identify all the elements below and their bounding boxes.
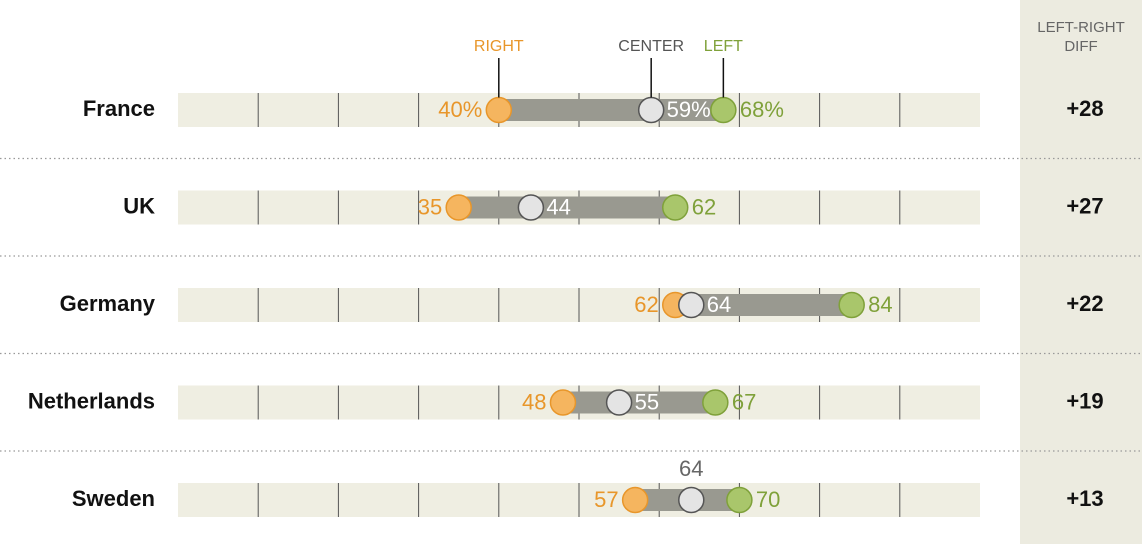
value-label: 68% (740, 97, 784, 122)
value-label: 70 (756, 487, 780, 512)
range-bar (498, 99, 724, 121)
value-label: 84 (868, 292, 892, 317)
value-label: 35 (418, 194, 442, 219)
range-bar (562, 391, 716, 414)
country-label: Netherlands (28, 388, 155, 413)
dot (637, 96, 665, 124)
diff-label: +22 (1066, 291, 1103, 316)
value-label: 64 (679, 456, 703, 481)
dot (702, 389, 729, 416)
value-label: 59% (667, 97, 711, 122)
country-label: France (83, 96, 155, 121)
dot (678, 486, 705, 514)
diff-label: +19 (1066, 388, 1103, 413)
country-label: Sweden (72, 486, 155, 511)
dot (710, 96, 737, 124)
value-label: 64 (707, 292, 731, 317)
value-label: 40% (438, 97, 482, 122)
dot (661, 194, 689, 221)
value-label: 62 (634, 292, 658, 317)
legend-label: LEFT (704, 38, 743, 55)
diff-label: +28 (1066, 96, 1103, 121)
dot (485, 96, 513, 124)
value-label: 55 (635, 389, 659, 414)
dot (726, 486, 753, 514)
dot (549, 389, 577, 416)
value-label: 67 (732, 389, 756, 414)
value-label: 48 (522, 389, 546, 414)
country-label: Germany (60, 291, 156, 316)
dot (517, 194, 545, 221)
value-label: 62 (692, 194, 716, 219)
value-label: 57 (594, 487, 618, 512)
diff-column (1020, 0, 1142, 544)
country-label: UK (123, 193, 155, 218)
legend-label: RIGHT (474, 38, 524, 55)
diff-label: +27 (1066, 193, 1103, 218)
diff-label: +13 (1066, 486, 1103, 511)
diff-header: LEFT-RIGHT DIFF (1037, 19, 1125, 55)
dot (605, 389, 633, 416)
dot (445, 194, 472, 221)
range-bar (458, 196, 676, 219)
range-bar (675, 294, 852, 316)
value-label: 44 (546, 194, 570, 219)
dot (838, 291, 865, 319)
dot (621, 486, 649, 514)
legend-label: CENTER (618, 38, 684, 55)
dot (678, 291, 705, 319)
